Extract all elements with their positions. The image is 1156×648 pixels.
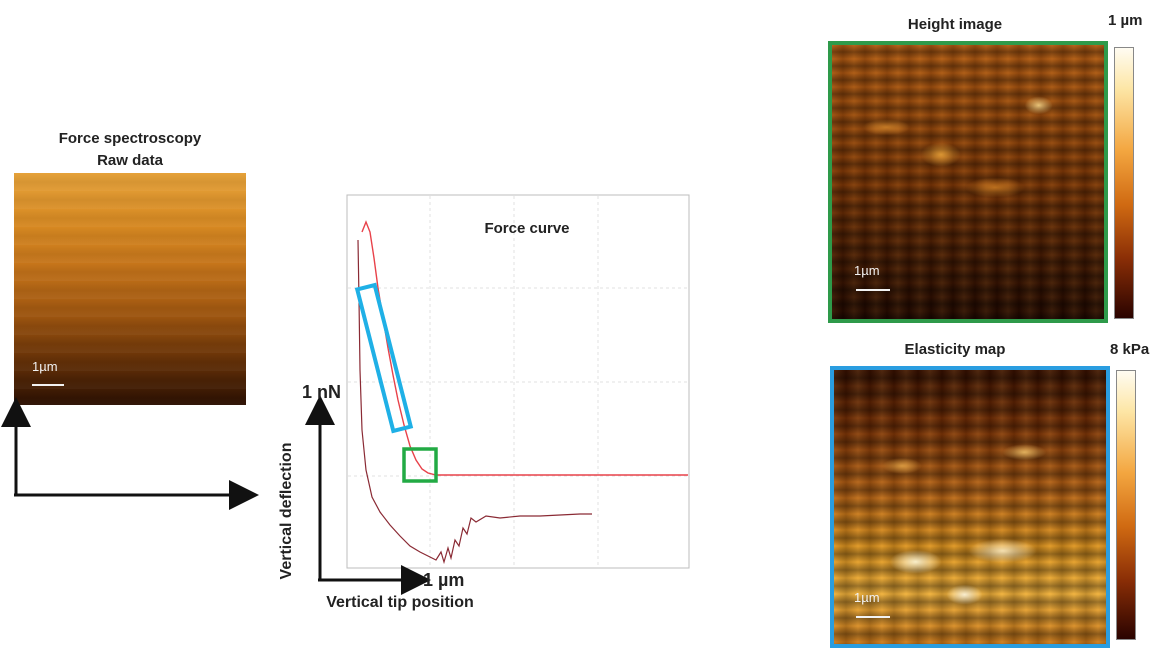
height-image: 1µm xyxy=(828,41,1108,323)
height-scale-label: 1µm xyxy=(854,263,880,278)
height-scale-bar xyxy=(856,289,890,291)
height-scale-max: 1 µm xyxy=(1108,12,1143,29)
height-title: Height image xyxy=(907,16,1003,33)
elasticity-colorbar xyxy=(1116,370,1136,640)
y-unit-label: 1 nN xyxy=(302,382,342,402)
elasticity-image: 1µm xyxy=(830,366,1110,648)
approach-curve xyxy=(361,220,688,476)
elasticity-scale-bar xyxy=(856,616,890,618)
x-axis-title: Vertical tip position xyxy=(326,594,474,611)
y-axis-title: Vertical deflection xyxy=(278,442,295,580)
height-colorbar xyxy=(1114,47,1134,319)
elasticity-title: Elasticity map xyxy=(904,341,1006,358)
retract-curve xyxy=(357,239,592,565)
raw-data-title: Force spectroscopy Raw data xyxy=(14,128,246,172)
elasticity-scale-label: 1µm xyxy=(854,590,880,605)
raw-scale-bar xyxy=(32,384,64,386)
force-curve-title: Force curve xyxy=(484,220,570,237)
raw-data-title-line1: Force spectroscopy xyxy=(58,130,202,147)
contact-point-box xyxy=(402,447,438,483)
fit-region-box xyxy=(354,282,414,434)
raw-data-title-line2: Raw data xyxy=(97,152,163,169)
elasticity-scale-max: 8 kPa xyxy=(1110,341,1150,358)
raw-scale-label: 1µm xyxy=(32,359,58,374)
x-unit-label: 1 µm xyxy=(423,570,465,590)
raw-data-image: 1µm xyxy=(14,173,246,405)
